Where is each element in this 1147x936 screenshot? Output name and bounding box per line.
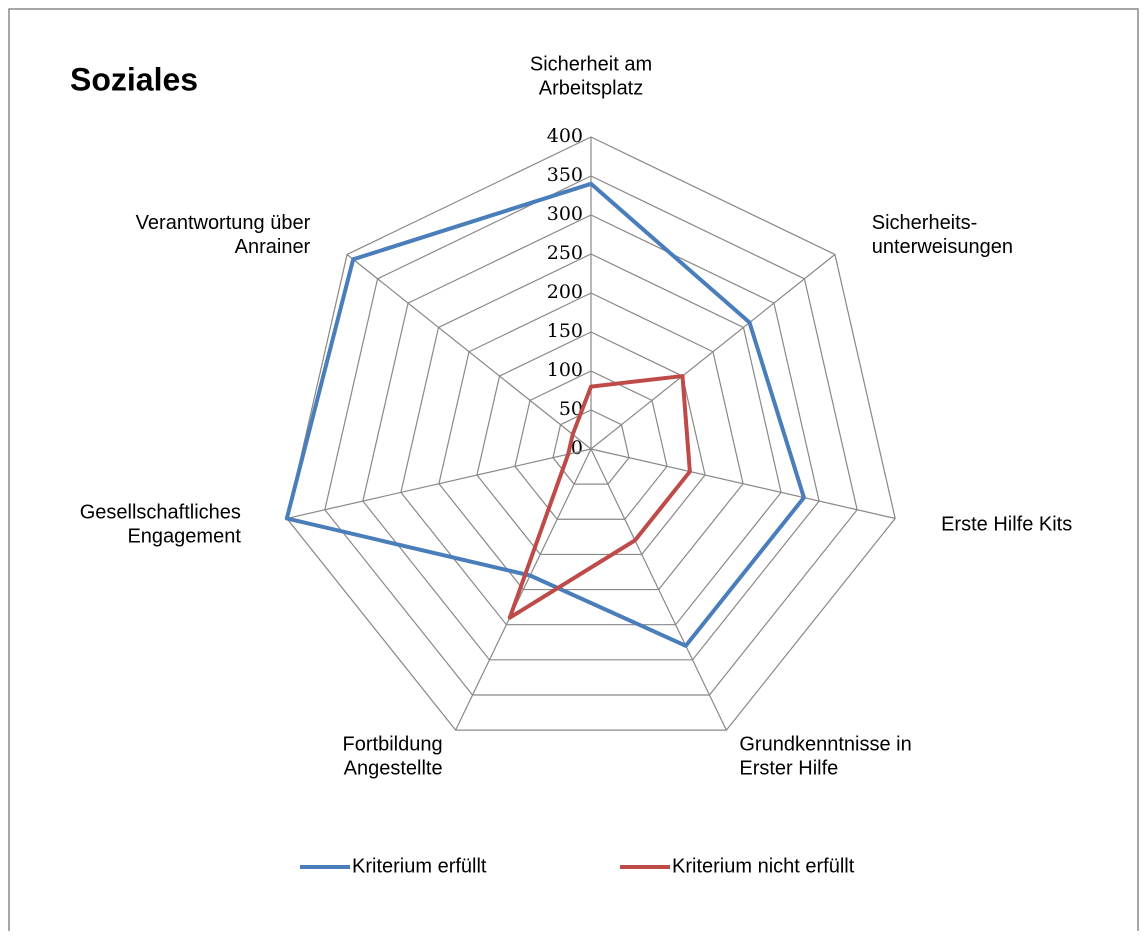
y-tick-label: 400 [547, 125, 583, 147]
grid-ring [324, 175, 858, 696]
category-label: Angestellte [344, 757, 443, 779]
grid-ring [286, 136, 896, 731]
spoke [455, 448, 592, 731]
legend-label: Kriterium nicht erfüllt [672, 855, 855, 877]
category-label: unterweisungen [872, 236, 1013, 258]
category-label: Grundkenntnisse in [739, 733, 911, 755]
spoke [286, 448, 592, 520]
y-tick-label: 300 [547, 203, 583, 225]
grid-ring [438, 292, 744, 591]
y-tick-label: 100 [547, 359, 583, 381]
spoke [590, 448, 896, 520]
category-label: Fortbildung [343, 733, 443, 755]
category-label: Arbeitsplatz [539, 77, 644, 99]
category-label: Gesellschaftliches [80, 501, 241, 523]
series-line [507, 374, 692, 620]
y-tick-label: 150 [547, 320, 583, 342]
y-tick-label: 250 [547, 242, 583, 264]
y-tick-label: 350 [547, 164, 583, 186]
category-label: Anrainer [235, 236, 311, 258]
grid-ring [514, 370, 668, 520]
category-label: Engagement [127, 525, 241, 547]
grid-ring [362, 214, 820, 661]
chart-title: Soziales [70, 61, 198, 97]
category-label: Erste Hilfe Kits [941, 513, 1072, 535]
category-label: Sicherheit am [530, 53, 652, 75]
y-tick-label: 50 [559, 398, 583, 420]
category-label: Erster Hilfe [739, 757, 838, 779]
grid-ring [552, 409, 630, 485]
spoke [590, 254, 836, 450]
grid-ring [400, 253, 782, 626]
chart-border [8, 8, 1139, 936]
grid-ring [476, 331, 706, 556]
category-label: Verantwortung über [136, 212, 311, 234]
category-label: Sicherheits- [872, 212, 978, 234]
series-line [284, 181, 806, 648]
spoke [590, 448, 727, 731]
y-tick-label: 200 [547, 281, 583, 303]
spoke [346, 254, 592, 450]
legend-label: Kriterium erfüllt [352, 855, 487, 877]
